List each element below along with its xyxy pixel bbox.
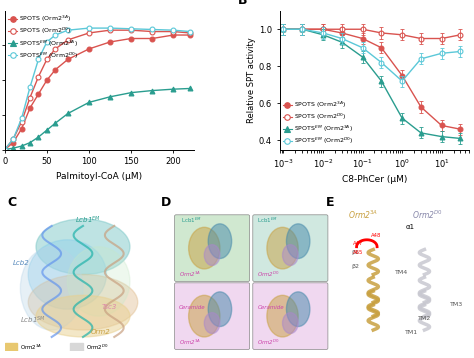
Ellipse shape: [28, 275, 138, 330]
Text: Lcb1$^{EM}$: Lcb1$^{EM}$: [75, 214, 101, 226]
Ellipse shape: [189, 227, 220, 269]
Ellipse shape: [286, 224, 310, 258]
Text: TM3: TM3: [450, 303, 463, 308]
Ellipse shape: [286, 292, 310, 326]
Text: Lcb2: Lcb2: [13, 260, 29, 266]
Ellipse shape: [204, 313, 220, 334]
Text: Lcb1$^{EM}$: Lcb1$^{EM}$: [181, 216, 201, 225]
Text: TM2: TM2: [418, 316, 431, 321]
Text: C: C: [8, 197, 17, 209]
Legend: SPOTS (Orm2$^{3A}$), SPOTS (Orm2$^{D0}$), SPOTS$^{EM}$ (Orm2$^{3A}$), SPOTS$^{EM: SPOTS (Orm2$^{3A}$), SPOTS (Orm2$^{D0}$)…: [8, 14, 79, 61]
Text: α1: α1: [405, 224, 414, 230]
Text: TM4: TM4: [395, 271, 408, 276]
Ellipse shape: [36, 219, 130, 275]
Ellipse shape: [283, 245, 298, 266]
Text: Orm2$^{3A}$: Orm2$^{3A}$: [347, 209, 378, 221]
Ellipse shape: [36, 295, 130, 337]
Text: Orm2$^{D0}$: Orm2$^{D0}$: [86, 342, 109, 352]
Text: β1: β1: [351, 250, 359, 255]
Text: Tsc3: Tsc3: [102, 304, 117, 310]
Text: D: D: [161, 197, 171, 209]
Text: Lcb1$^{SM}$: Lcb1$^{SM}$: [20, 314, 46, 325]
Ellipse shape: [208, 292, 232, 326]
Text: Orm2$^{3A}$: Orm2$^{3A}$: [179, 338, 201, 348]
Ellipse shape: [204, 245, 220, 266]
FancyBboxPatch shape: [174, 215, 250, 281]
Y-axis label: Relative SPT activity: Relative SPT activity: [247, 37, 256, 123]
Text: B: B: [238, 0, 247, 7]
Text: Ceramide: Ceramide: [257, 305, 284, 310]
Ellipse shape: [267, 295, 298, 337]
Bar: [5, 343, 17, 351]
Bar: [71, 343, 83, 351]
Text: A65: A65: [353, 250, 363, 255]
X-axis label: C8-PhCer (μM): C8-PhCer (μM): [342, 175, 407, 184]
Ellipse shape: [208, 224, 232, 258]
Text: Orm2$^{D0}$: Orm2$^{D0}$: [257, 270, 280, 280]
Text: A47: A47: [353, 241, 363, 246]
Text: Ceramide: Ceramide: [179, 305, 206, 310]
Text: Orm2$^{3A}$: Orm2$^{3A}$: [20, 342, 43, 352]
Ellipse shape: [67, 247, 130, 316]
Text: A48: A48: [371, 233, 381, 238]
FancyBboxPatch shape: [253, 215, 328, 281]
FancyBboxPatch shape: [253, 283, 328, 349]
Text: Orm2: Orm2: [91, 329, 110, 335]
Text: Orm2$^{D0}$: Orm2$^{D0}$: [411, 209, 442, 221]
Text: Orm2$^{D0}$: Orm2$^{D0}$: [257, 338, 280, 348]
Ellipse shape: [267, 227, 298, 269]
Text: β2: β2: [351, 263, 359, 268]
Text: TM1: TM1: [405, 330, 419, 335]
Legend: SPOTS (Orm2$^{3A}$), SPOTS (Orm2$^{D0}$), SPOTS$^{EM}$ (Orm2$^{3A}$), SPOTS$^{EM: SPOTS (Orm2$^{3A}$), SPOTS (Orm2$^{D0}$)…: [283, 100, 354, 146]
Text: E: E: [326, 197, 334, 209]
X-axis label: Palmitoyl-CoA (μM): Palmitoyl-CoA (μM): [56, 172, 143, 181]
Ellipse shape: [20, 247, 83, 330]
Ellipse shape: [189, 295, 220, 337]
Text: Lcb1$^{EM}$: Lcb1$^{EM}$: [257, 216, 278, 225]
Text: Orm2$^{3A}$: Orm2$^{3A}$: [179, 270, 201, 280]
Ellipse shape: [28, 240, 107, 309]
FancyBboxPatch shape: [174, 283, 250, 349]
Ellipse shape: [283, 313, 298, 334]
